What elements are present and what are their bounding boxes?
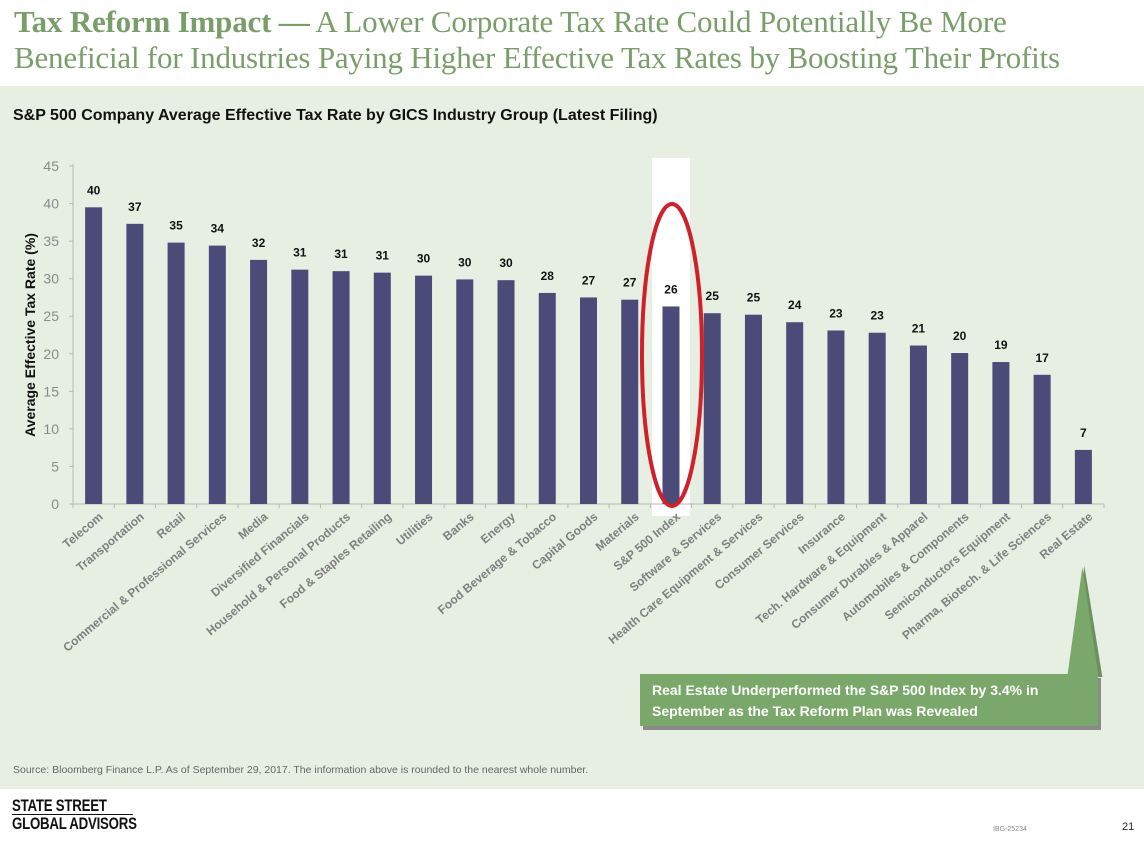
highlight-ring bbox=[639, 202, 704, 508]
chart-title: S&P 500 Company Average Effective Tax Ra… bbox=[13, 107, 658, 124]
data-label: 30 bbox=[458, 255, 472, 269]
bar-tech-hardware-equipment bbox=[868, 332, 886, 504]
data-label: 30 bbox=[417, 252, 431, 266]
bar-transportation bbox=[126, 223, 144, 504]
bar-energy bbox=[497, 280, 515, 504]
data-label: 34 bbox=[211, 222, 225, 236]
bar-health-care-equipment-services bbox=[744, 314, 762, 504]
data-label: 25 bbox=[706, 289, 720, 303]
headline-bold: Tax Reform Impact — bbox=[14, 4, 310, 39]
y-tick-label: 35 bbox=[43, 233, 59, 249]
source-note: Source: Bloomberg Finance L.P. As of Sep… bbox=[13, 764, 589, 776]
category-label: Pharma, Biotech. & Life Sciences bbox=[899, 509, 1054, 642]
category-label: Utilities bbox=[393, 509, 435, 548]
data-label: 31 bbox=[334, 247, 348, 261]
y-axis-title: Average Effective Tax Rate (%) bbox=[22, 233, 38, 437]
y-tick-label: 15 bbox=[43, 383, 59, 399]
bar-pharma-biotech-life-sciences bbox=[1033, 374, 1051, 504]
bar-consumer-services bbox=[786, 322, 804, 504]
bar-chart: 0 5 10 15 20 25 30 35 40 45 Average Effective Tax … bbox=[22, 158, 1105, 730]
data-label: 23 bbox=[871, 309, 885, 323]
data-label: 20 bbox=[953, 329, 967, 343]
bar-materials bbox=[621, 299, 639, 504]
callout-pointer bbox=[1067, 567, 1099, 676]
y-tick-label: 5 bbox=[51, 458, 59, 474]
bar-insurance bbox=[827, 330, 845, 504]
y-tick-label: 10 bbox=[43, 421, 59, 437]
data-label: 23 bbox=[829, 306, 843, 320]
category-label: Media bbox=[235, 509, 270, 542]
data-label: 24 bbox=[788, 298, 802, 312]
bar-consumer-durables-apparel bbox=[909, 345, 927, 504]
data-label: 40 bbox=[87, 183, 101, 197]
bar-media bbox=[250, 259, 268, 504]
data-label: 26 bbox=[664, 282, 678, 296]
bar-real-estate bbox=[1074, 449, 1092, 504]
y-tick-label: 0 bbox=[51, 496, 59, 512]
callout-text-line-1: Real Estate Underperformed the S&P 500 I… bbox=[652, 682, 1038, 698]
bar-food-beverage-tobacco bbox=[538, 292, 556, 504]
bar-banks bbox=[456, 279, 474, 504]
data-label: 32 bbox=[252, 236, 266, 250]
data-label: 19 bbox=[994, 338, 1008, 352]
y-tick-label: 30 bbox=[43, 271, 59, 287]
page-number: 21 bbox=[1122, 821, 1135, 833]
bar-utilities bbox=[415, 275, 433, 504]
data-label: 25 bbox=[747, 291, 761, 305]
headline: Tax Reform Impact — A Lower Corporate Ta… bbox=[14, 4, 1139, 76]
bar-household-personal-products bbox=[332, 271, 350, 504]
callout-box bbox=[640, 674, 1098, 726]
y-tick-label: 40 bbox=[43, 196, 59, 212]
bar-commercial-professional-services bbox=[208, 245, 226, 504]
y-tick-label: 45 bbox=[43, 158, 59, 174]
y-tick-label: 20 bbox=[43, 346, 59, 362]
logo-line-1: STATE STREET bbox=[12, 797, 134, 815]
bar-telecom bbox=[85, 207, 103, 505]
bar-diversified-financials bbox=[291, 269, 309, 504]
data-label: 28 bbox=[541, 269, 555, 283]
data-label: 27 bbox=[623, 276, 637, 290]
bar-software-services bbox=[703, 313, 721, 504]
data-label: 37 bbox=[128, 200, 142, 214]
logo-line-2: GLOBAL ADVISORS bbox=[12, 814, 137, 833]
data-label: 17 bbox=[1035, 351, 1049, 365]
callout-text-line-2: September as the Tax Reform Plan was Rev… bbox=[652, 703, 978, 719]
category-label: Retail bbox=[154, 510, 188, 542]
data-label: 31 bbox=[376, 249, 390, 263]
bar-s-p-500-index bbox=[662, 306, 680, 504]
data-label: 35 bbox=[169, 219, 183, 233]
data-label: 7 bbox=[1080, 426, 1087, 440]
data-label: 31 bbox=[293, 246, 307, 260]
document-id: IBG-25234 bbox=[993, 826, 1027, 833]
bar-retail bbox=[167, 242, 185, 504]
bar-capital-goods bbox=[580, 297, 597, 504]
headline-rest: A Lower Corporate Tax Rate Could Potenti… bbox=[14, 4, 1060, 75]
bar-semiconductors-equipment bbox=[992, 362, 1010, 504]
data-label: 30 bbox=[499, 256, 513, 270]
category-label: Banks bbox=[440, 509, 477, 543]
y-tick-label: 25 bbox=[43, 308, 59, 324]
bar-food-staples-retailing bbox=[373, 272, 391, 504]
data-label: 27 bbox=[582, 273, 596, 287]
company-logo: STATE STREET GLOBAL ADVISORS bbox=[12, 797, 137, 832]
data-label: 21 bbox=[912, 322, 926, 336]
bar-automobiles-components bbox=[951, 353, 969, 504]
